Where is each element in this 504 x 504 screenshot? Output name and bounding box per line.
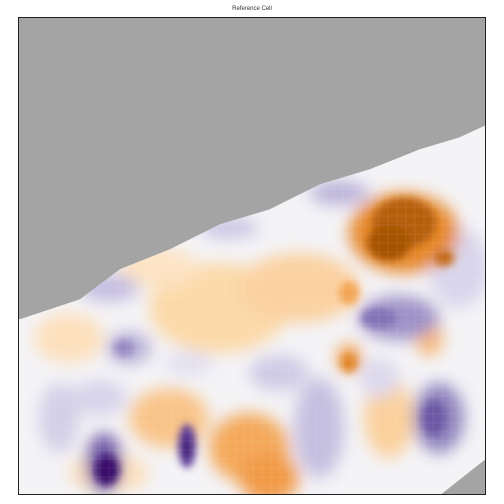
heatmap-frame [18, 17, 486, 495]
figure-title: Reference Cell [0, 5, 504, 13]
heatmap-image [19, 18, 486, 495]
